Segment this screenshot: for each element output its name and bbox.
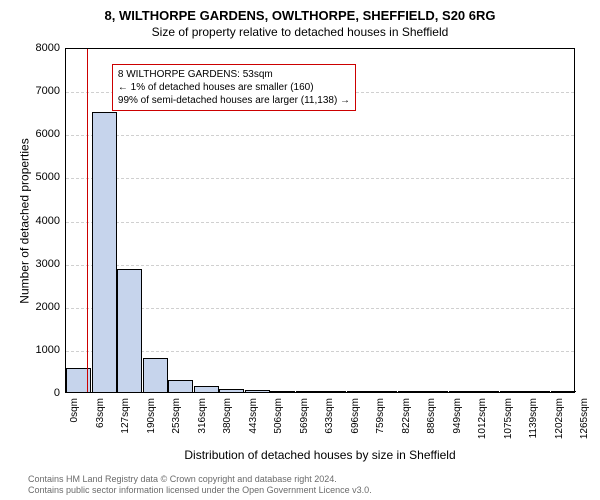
histogram-bar <box>194 386 219 392</box>
chart-title-main: 8, WILTHORPE GARDENS, OWLTHORPE, SHEFFIE… <box>0 0 600 23</box>
footer-attribution: Contains HM Land Registry data © Crown c… <box>28 474 372 496</box>
y-tick-label: 4000 <box>20 215 60 227</box>
property-marker-line <box>87 49 88 392</box>
y-tick-label: 7000 <box>20 85 60 97</box>
histogram-bar <box>245 390 270 392</box>
gridline <box>66 265 574 266</box>
x-tick-label: 1265sqm <box>579 398 590 458</box>
histogram-bar <box>525 391 550 392</box>
histogram-bar <box>296 391 321 392</box>
gridline <box>66 135 574 136</box>
gridline <box>66 178 574 179</box>
histogram-bar <box>449 391 474 392</box>
y-tick-label: 1000 <box>20 344 60 356</box>
plot-area: 8 WILTHORPE GARDENS: 53sqm← 1% of detach… <box>65 48 575 393</box>
histogram-bar <box>423 391 448 392</box>
histogram-bar <box>270 391 295 392</box>
histogram-bar <box>500 391 525 392</box>
y-tick-label: 3000 <box>20 258 60 270</box>
y-tick-label: 6000 <box>20 128 60 140</box>
annotation-line: 8 WILTHORPE GARDENS: 53sqm <box>118 68 350 81</box>
gridline <box>66 351 574 352</box>
histogram-bar <box>398 391 423 392</box>
y-tick-label: 5000 <box>20 171 60 183</box>
gridline <box>66 308 574 309</box>
histogram-bar <box>474 391 499 392</box>
y-tick-label: 2000 <box>20 301 60 313</box>
y-tick-label: 0 <box>20 387 60 399</box>
histogram-bar <box>143 358 168 393</box>
annotation-line: 99% of semi-detached houses are larger (… <box>118 94 350 107</box>
y-tick-label: 8000 <box>20 42 60 54</box>
annotation-line: ← 1% of detached houses are smaller (160… <box>118 81 350 94</box>
chart-title-sub: Size of property relative to detached ho… <box>0 23 600 39</box>
histogram-bar <box>219 389 244 392</box>
x-axis-label: Distribution of detached houses by size … <box>65 448 575 462</box>
histogram-bar <box>372 391 397 392</box>
annotation-box: 8 WILTHORPE GARDENS: 53sqm← 1% of detach… <box>112 64 356 111</box>
histogram-bar <box>117 269 142 392</box>
gridline <box>66 222 574 223</box>
histogram-bar <box>168 380 193 392</box>
histogram-bar <box>347 391 372 392</box>
histogram-bar <box>321 391 346 392</box>
histogram-bar <box>551 391 576 392</box>
histogram-bar <box>92 112 117 392</box>
